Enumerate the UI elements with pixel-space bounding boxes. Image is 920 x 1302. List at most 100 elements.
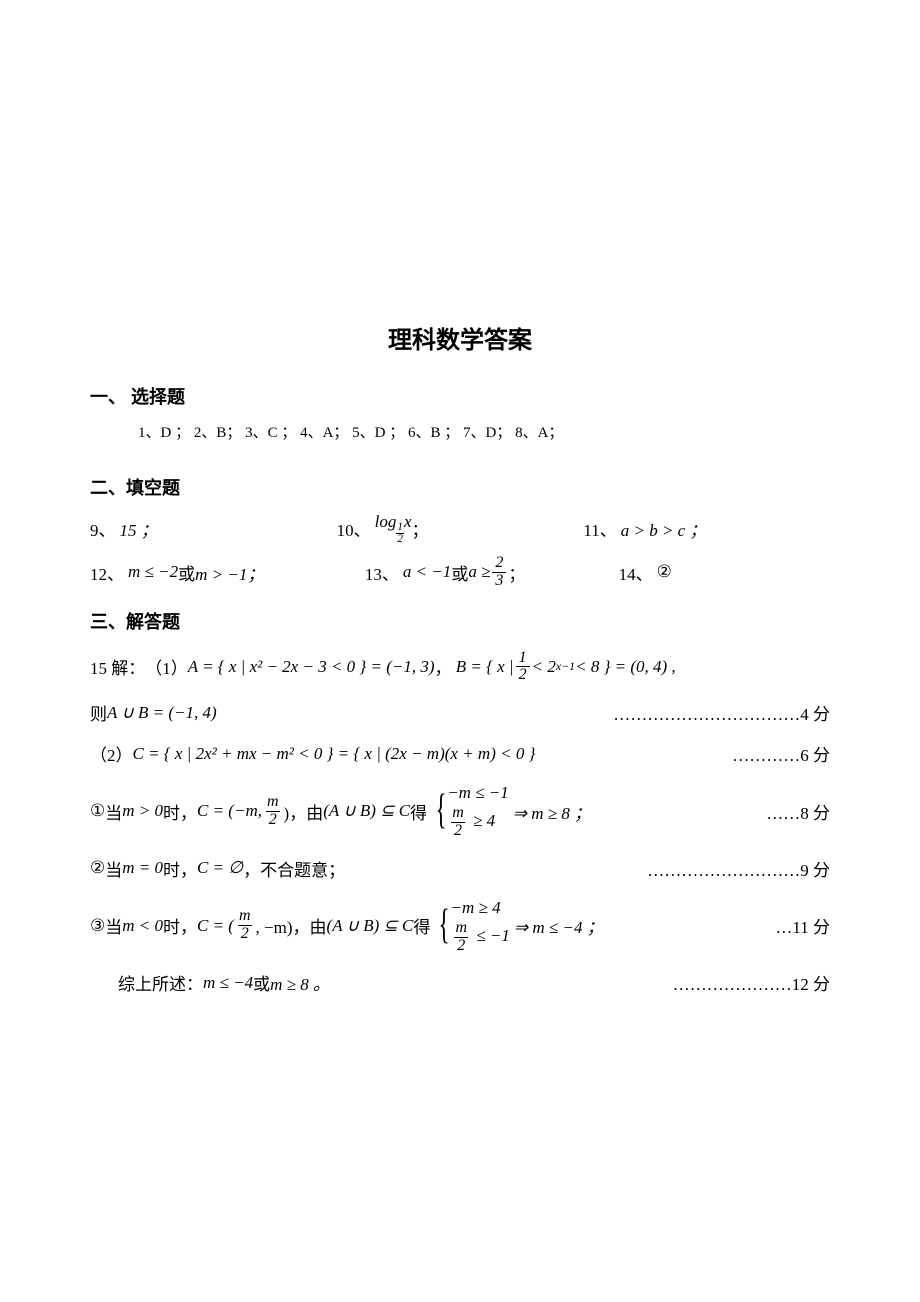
c3-when: 当	[105, 913, 122, 938]
p1-half-den: 2	[516, 666, 530, 684]
p2-score: …………6 分	[732, 741, 830, 766]
c3-sys1: −m ≥ 4	[451, 897, 510, 920]
c1-sys1: −m ≤ −1	[447, 782, 509, 805]
c1-s2n: m	[449, 805, 467, 822]
sol-case1: ① 当 m > 0 时， C = (−m, m 2 )， 由 (A ∪ B) ⊆…	[90, 782, 830, 840]
q15-label: 15 解：	[90, 654, 145, 679]
c3-s2d: 2	[454, 937, 468, 955]
p1-half: 1 2	[516, 650, 530, 685]
c3-score: …11 分	[775, 913, 830, 938]
c1-score: ……8 分	[766, 799, 830, 824]
c1-sys2-frac: m 2	[449, 805, 467, 840]
q13-frac-num: 2	[492, 555, 506, 572]
sum-label: 综上所述：	[118, 970, 203, 995]
section-3-heading: 三、解答题	[90, 608, 830, 634]
sum-score: …………………12 分	[673, 970, 830, 995]
c2-when2: 时，	[163, 856, 197, 881]
c2-comma: ，	[243, 856, 260, 881]
c1-when2: 时，	[163, 799, 197, 824]
c1-frac-num: m	[264, 794, 282, 811]
q12-v2: m > −1；	[195, 560, 264, 585]
q13-p1: a < −1	[403, 562, 451, 582]
c3-when2: 时，	[163, 913, 197, 938]
c3-Cmid: , −m)，	[256, 913, 310, 938]
q10-log-base: 1 2	[396, 522, 404, 545]
p1-Bpost: < 8 } = (0, 4) ,	[575, 657, 676, 677]
c3-s2r: ≤ −1	[476, 926, 510, 945]
page-title: 理科数学答案	[90, 320, 830, 355]
q10-base-num: 1	[397, 522, 403, 533]
choice-answers-line: 1、D ； 2、B； 3、C ； 4、A； 5、D ； 6、B ； 7、D； 8…	[138, 421, 830, 442]
c3-frac-den: 2	[238, 925, 252, 943]
q13-label: 13、	[365, 560, 399, 585]
c1-Cpost: )，	[284, 799, 307, 824]
c1-cond: m > 0	[122, 801, 163, 821]
fill-q12: 12、 m ≤ −2 或 m > −1；	[90, 560, 365, 585]
sum-e1: m ≤ −4	[203, 973, 253, 993]
brace-icon: {	[439, 909, 450, 943]
sol-summary: 综上所述： m ≤ −4 或 m ≥ 8 。 …………………12 分	[118, 970, 830, 995]
p1-A: A = { x | x² − 2x − 3 < 0 } = (−1, 3)	[188, 657, 435, 677]
c1-circ: ①	[90, 801, 105, 821]
c1-system: { −m ≤ −1 m 2 ≥ 4	[431, 782, 509, 840]
brace-icon: {	[436, 794, 447, 828]
c2-when: 当	[105, 856, 122, 881]
c1-by: 由	[306, 799, 323, 824]
sol-p1-line1: 15 解： （1） A = { x | x² − 2x − 3 < 0 } = …	[90, 650, 830, 685]
c2-note: 不合题意；	[260, 856, 345, 881]
sol-case3: ③ 当 m < 0 时， C = ( m 2 , −m)， 由 (A ∪ B) …	[90, 897, 830, 955]
q9-label: 9、	[90, 516, 116, 541]
p1-Bexp: x−1	[556, 659, 575, 674]
c3-system: { −m ≥ 4 m 2 ≤ −1	[434, 897, 510, 955]
c3-sys2-frac: m 2	[453, 920, 471, 955]
p1-Bpre: B = { x |	[456, 657, 514, 677]
document-page: 理科数学答案 一、 选择题 1、D ； 2、B； 3、C ； 4、A； 5、D …	[0, 0, 920, 1071]
fill-q10: 10、 log 1 2 x ；	[337, 512, 584, 545]
sum-or: 或	[253, 970, 270, 995]
fill-q11: 11、 a > b > c ；	[583, 516, 830, 541]
section-1-heading: 一、 选择题	[90, 383, 830, 409]
fill-row-2: 12、 m ≤ −2 或 m > −1； 13、 a < −1 或 a ≥ 2 …	[90, 555, 830, 590]
c1-frac-den: 2	[266, 811, 280, 829]
c3-by: 由	[310, 913, 327, 938]
c3-Cpre: C = (	[197, 916, 234, 936]
c1-frac: m 2	[264, 794, 282, 829]
c1-s2r: ≥ 4	[473, 811, 495, 830]
c1-sys2: m 2 ≥ 4	[447, 805, 509, 840]
q14-value: ②	[657, 562, 672, 582]
p1b-expr: A ∪ B = (−1, 4)	[107, 703, 217, 723]
q14-label: 14、	[619, 560, 653, 585]
sol-case2: ② 当 m = 0 时， C = ∅ ， 不合题意； ………………………9 分	[90, 856, 830, 881]
c1-when: 当	[105, 799, 122, 824]
p1b-cn: 则	[90, 700, 107, 725]
q13-or: 或	[451, 560, 468, 585]
c2-circ: ②	[90, 858, 105, 878]
q10-logword: log	[375, 512, 397, 532]
c3-sys2: m 2 ≤ −1	[451, 920, 510, 955]
q13-suffix: ；	[508, 560, 525, 585]
q13-frac-den: 3	[492, 572, 506, 590]
sol-p2: （2） C = { x | 2x² + mx − m² < 0 } = { x …	[90, 741, 830, 766]
c2-cond: m = 0	[122, 858, 163, 878]
p1-sep: ，	[434, 654, 451, 679]
q11-label: 11、	[583, 516, 616, 541]
q12-label: 12、	[90, 560, 124, 585]
c3-cond: m < 0	[122, 916, 163, 936]
q10-label: 10、	[337, 516, 371, 541]
c3-s2n: m	[453, 920, 471, 937]
c1-get: 得	[410, 799, 427, 824]
c2-score: ………………………9 分	[647, 856, 830, 881]
c2-C: C = ∅	[197, 858, 243, 878]
section-2-heading: 二、填空题	[90, 474, 830, 500]
q12-or: 或	[178, 560, 195, 585]
fill-q9: 9、 15 ；	[90, 516, 337, 541]
q11-value: a > b > c ；	[621, 516, 707, 541]
c3-sub: (A ∪ B) ⊆ C	[327, 916, 414, 936]
fill-q13: 13、 a < −1 或 a ≥ 2 3 ；	[365, 555, 619, 590]
c1-sub: (A ∪ B) ⊆ C	[323, 801, 410, 821]
fill-q14: 14、 ②	[619, 560, 830, 585]
p1b-score: ……………………………4 分	[613, 700, 830, 725]
q10-log: log 1 2 x	[375, 512, 412, 545]
q12-v1: m ≤ −2	[128, 562, 178, 582]
c3-frac: m 2	[236, 908, 254, 943]
